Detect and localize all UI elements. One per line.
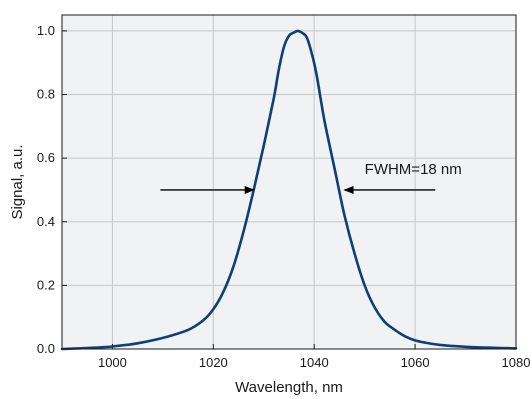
signal-line bbox=[60, 29, 518, 351]
y-tick-label: 0.2 bbox=[37, 277, 55, 292]
fwhm-annotation: FWHM=18 nm bbox=[365, 161, 462, 178]
series-layer bbox=[60, 29, 518, 351]
x-tick-label: 1060 bbox=[401, 355, 430, 370]
x-tick-label: 1000 bbox=[98, 355, 127, 370]
x-axis-title: Wavelength, nm bbox=[235, 379, 343, 396]
x-tick-label: 1040 bbox=[300, 355, 329, 370]
grid bbox=[62, 15, 516, 349]
x-tick-label: 1080 bbox=[502, 355, 531, 370]
annotations: FWHM=18 nm bbox=[160, 161, 462, 194]
plot-frame bbox=[61, 14, 517, 350]
tick-labels: 1000 1020 1040 1060 1080 0.0 0.2 0.4 0.6 0.8 1.0 bbox=[37, 23, 531, 370]
y-axis-title: Signal, a.u. bbox=[9, 144, 26, 219]
y-tick-label: 0.8 bbox=[37, 87, 55, 102]
y-tick-label: 0.6 bbox=[37, 150, 55, 165]
plot-area bbox=[62, 15, 516, 349]
x-tick-label: 1020 bbox=[199, 355, 228, 370]
y-tick-label: 1.0 bbox=[37, 23, 55, 38]
y-tick-label: 0.0 bbox=[37, 341, 55, 356]
y-tick-label: 0.4 bbox=[37, 214, 55, 229]
